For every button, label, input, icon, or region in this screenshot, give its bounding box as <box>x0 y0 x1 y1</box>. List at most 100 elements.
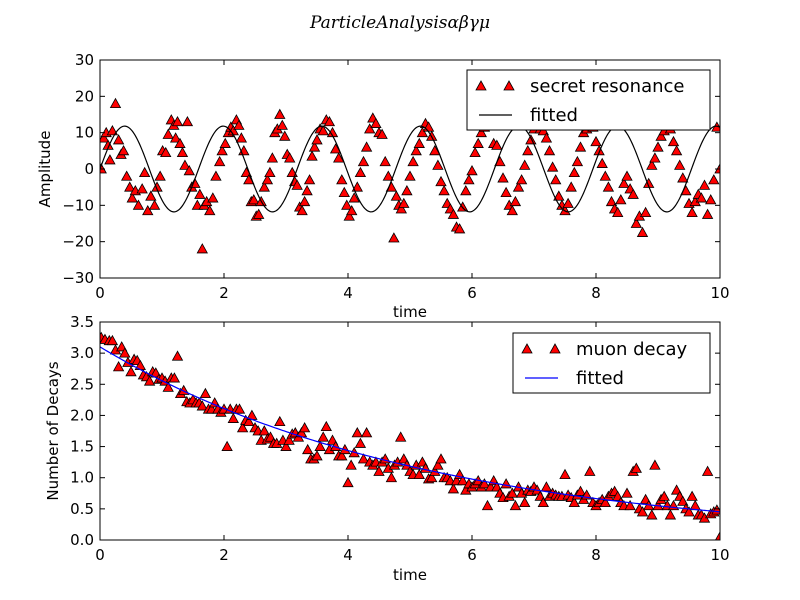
data-point <box>317 431 329 442</box>
data-point <box>584 465 596 476</box>
x-tick-label: 0 <box>95 546 105 564</box>
data-point <box>615 194 627 205</box>
data-point <box>705 194 717 205</box>
data-point <box>500 186 512 198</box>
data-point <box>429 145 441 156</box>
y-tick-label: 1.5 <box>70 438 94 456</box>
data-point <box>104 154 116 165</box>
data-point <box>117 145 130 156</box>
data-point <box>112 134 125 145</box>
legend-box <box>512 332 711 394</box>
data-point <box>171 115 184 127</box>
data-point <box>168 372 181 383</box>
legend-label: fitted <box>576 368 624 389</box>
data-point <box>233 119 245 130</box>
data-point <box>426 471 438 483</box>
data-point <box>207 192 219 203</box>
data-point <box>432 459 444 470</box>
data-point <box>266 152 279 163</box>
y-tick-label: 2.5 <box>70 375 94 393</box>
data-point <box>176 146 189 158</box>
data-point <box>204 204 216 216</box>
data-point <box>360 141 373 152</box>
data-point <box>624 499 636 511</box>
data-point <box>336 174 348 185</box>
data-point <box>475 126 487 138</box>
plot-content <box>100 331 720 540</box>
data-point <box>306 150 318 161</box>
data-point <box>413 468 425 480</box>
data-point <box>143 375 156 386</box>
data-point <box>151 181 163 192</box>
data-point <box>160 146 172 158</box>
data-point <box>646 159 658 170</box>
data-point <box>652 141 664 152</box>
data-point <box>219 137 231 148</box>
x-tick-label: 10 <box>710 546 729 564</box>
data-point <box>410 145 422 156</box>
data-point <box>438 184 450 196</box>
x-tick-label: 10 <box>710 284 729 302</box>
data-point <box>142 204 154 216</box>
data-point <box>382 170 394 181</box>
data-point <box>649 152 661 163</box>
y-tick-label: −30 <box>62 269 94 287</box>
data-point <box>460 184 472 196</box>
data-point <box>106 125 119 136</box>
data-point <box>519 159 531 170</box>
data-point <box>343 210 355 221</box>
data-point <box>376 128 388 139</box>
x-tick-label: 4 <box>343 284 353 302</box>
data-point <box>686 490 698 501</box>
data-point <box>553 190 565 201</box>
data-point <box>191 199 204 210</box>
data-point <box>630 217 642 228</box>
data-point <box>701 465 714 476</box>
data-point <box>279 130 291 141</box>
data-point <box>550 174 562 185</box>
data-point <box>698 179 711 190</box>
data-point <box>478 478 491 489</box>
data-point <box>540 132 553 143</box>
data-point <box>649 459 661 470</box>
data-point <box>210 170 222 181</box>
data-point <box>667 135 680 147</box>
data-point <box>370 117 382 128</box>
data-point <box>227 412 239 423</box>
data-point <box>695 192 708 203</box>
data-point <box>199 387 212 399</box>
data-point <box>174 137 186 148</box>
x-tick-label: 4 <box>343 546 353 564</box>
data-point <box>314 440 326 451</box>
data-point <box>283 434 295 445</box>
data-point <box>351 181 363 192</box>
data-point <box>298 422 311 433</box>
data-point <box>715 531 720 540</box>
data-point <box>248 194 260 205</box>
data-point <box>432 159 444 170</box>
data-point <box>183 164 195 176</box>
legend-label: fitted <box>530 105 578 126</box>
data-point <box>154 170 166 181</box>
data-point <box>621 487 633 498</box>
data-point <box>119 347 131 358</box>
data-point <box>308 141 321 152</box>
decay-chart: 0 2 4 6 8 10 3.5 3.0 2.5 2.0 1.5 1.0 0.5 0.0 time Numbe… <box>44 313 730 584</box>
y-tick-label: 0.5 <box>70 500 94 518</box>
legend-marker-swatch <box>549 343 561 354</box>
data-point <box>233 403 246 414</box>
data-point <box>506 204 518 216</box>
data-point <box>348 192 360 203</box>
data-point <box>179 159 191 170</box>
data-point <box>345 459 357 470</box>
data-point <box>138 166 151 178</box>
data-point <box>407 155 419 167</box>
data-point <box>413 137 425 148</box>
data-point <box>599 170 611 181</box>
data-point <box>404 170 416 181</box>
data-point <box>126 192 138 203</box>
data-point <box>194 188 206 199</box>
data-point <box>612 206 624 218</box>
x-axis-label: time <box>393 566 427 584</box>
data-point <box>537 496 549 508</box>
